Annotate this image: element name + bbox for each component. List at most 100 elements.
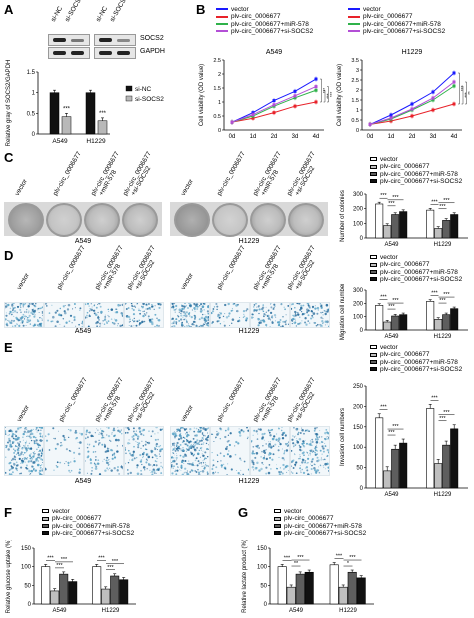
legend-label: plv-circ_0006677 bbox=[380, 351, 430, 359]
significance-label: *** bbox=[336, 554, 343, 560]
stained-cells bbox=[125, 303, 162, 327]
significance-label: * bbox=[347, 561, 350, 567]
significance-label: *** bbox=[297, 555, 304, 561]
legend-swatch bbox=[370, 262, 377, 267]
x-tick-label: A549 bbox=[384, 242, 399, 248]
y-tick-label: 0 bbox=[356, 128, 359, 134]
bar bbox=[375, 203, 384, 239]
micrograph-image bbox=[44, 426, 84, 476]
y-tick-label: 1.5 bbox=[213, 86, 221, 92]
legend-label: plv-circ_0006677 bbox=[380, 163, 430, 171]
micrograph-image bbox=[44, 302, 84, 328]
x-tick-label: 1d bbox=[388, 134, 395, 140]
stained-cells bbox=[211, 427, 249, 475]
legend-label: si-NC bbox=[135, 86, 152, 93]
bar bbox=[442, 444, 451, 489]
chart-b-h1229-viability: H1229 0 0.5 1 1.5 2 2.5 3 3.5 0d 1d 2d 3d 4d Cell viab… bbox=[337, 49, 472, 140]
y-tick-label: 2.5 bbox=[213, 58, 221, 64]
micrograph-image bbox=[250, 302, 290, 328]
bar bbox=[450, 428, 459, 489]
legend-entry: plv-circ_0006677 bbox=[370, 351, 462, 358]
y-tick-label: 200 bbox=[353, 404, 364, 410]
bar bbox=[49, 92, 60, 135]
chart-f-glucose: 0 50 100 150 Relative glucose uptake (%) A549… bbox=[6, 540, 136, 614]
legend-swatch bbox=[274, 531, 281, 536]
x-tick-label: H1229 bbox=[86, 138, 106, 145]
bar bbox=[85, 92, 96, 135]
micrograph-image bbox=[124, 302, 164, 328]
significance-label: *** bbox=[431, 199, 438, 205]
x-tick-label: A549 bbox=[384, 334, 399, 340]
legend-entry: plv-circ_0006677+si-SOCS2 bbox=[216, 28, 313, 35]
x-tick-label: 1d bbox=[250, 134, 257, 140]
y-axis-label: Migration cell numbers bbox=[340, 284, 346, 340]
legend-label: plv-circ_0006677+miR-578 bbox=[380, 358, 458, 366]
significance-label: *** bbox=[388, 430, 395, 436]
y-tick-label: 3 bbox=[356, 68, 359, 74]
significance-label: *** bbox=[380, 405, 387, 411]
bar bbox=[286, 586, 296, 605]
legend-swatch bbox=[370, 269, 377, 274]
legend-entry: plv-circ_0006677+miR-578 bbox=[370, 269, 462, 276]
legend-entry: plv-circ_0006677+si-SOCS2 bbox=[370, 178, 462, 185]
y-tick-label: 0 bbox=[360, 236, 364, 242]
legend-e: vector plv-circ_0006677 plv-circ_0006677+m… bbox=[370, 344, 462, 373]
bar bbox=[295, 573, 305, 605]
significance-label: *** bbox=[107, 565, 114, 571]
legend-entry: vector bbox=[370, 254, 462, 261]
bar bbox=[399, 211, 408, 239]
chart-title: A549 bbox=[266, 49, 282, 56]
significance-label: *** bbox=[439, 416, 446, 422]
micrograph-image bbox=[170, 426, 210, 476]
stained-cells bbox=[5, 427, 43, 475]
bar bbox=[119, 579, 129, 605]
significance-label: *** bbox=[349, 555, 356, 561]
y-tick-label: 0 bbox=[264, 602, 268, 608]
significance-label: *** bbox=[443, 410, 450, 416]
panel-label-g: G bbox=[238, 505, 249, 520]
significance-label: *** bbox=[284, 555, 291, 561]
y-tick-label: 1 bbox=[32, 91, 36, 97]
blot-strip-socs2-a549 bbox=[48, 34, 90, 46]
y-tick-label: 50 bbox=[24, 583, 31, 589]
lane-label: vector bbox=[179, 178, 195, 197]
legend-entry: plv-circ_0006677+si-SOCS2 bbox=[370, 366, 462, 373]
y-tick-label: 2 bbox=[356, 88, 359, 94]
legend-entry: plv-circ_0006677+si-SOCS2 bbox=[42, 530, 134, 537]
x-tick-label: H1229 bbox=[434, 492, 452, 498]
x-tick-label: 2d bbox=[409, 134, 416, 140]
significance-label: *** bbox=[392, 424, 399, 430]
legend-swatch bbox=[274, 523, 281, 528]
bar bbox=[61, 116, 72, 135]
y-tick-label: 0 bbox=[218, 128, 221, 134]
y-tick-label: 150 bbox=[353, 425, 364, 431]
legend-swatch bbox=[42, 509, 49, 514]
significance-label: *** bbox=[47, 555, 54, 561]
significance-label: *** bbox=[380, 295, 387, 301]
bar bbox=[304, 571, 314, 605]
y-tick-label: 1.5 bbox=[27, 70, 36, 76]
stained-cells bbox=[85, 427, 123, 475]
bar bbox=[426, 301, 435, 331]
significance-bracket bbox=[461, 85, 464, 105]
invasion-images-panel: vector plv-circ_0006677 plv-circ_0006677… bbox=[0, 340, 334, 500]
y-axis-label: Relative glucose uptake (%) bbox=[6, 540, 12, 613]
y-tick-label: 50 bbox=[356, 466, 363, 472]
blot-lane-label: si-SOCS2 bbox=[63, 0, 85, 23]
y-tick-label: 0 bbox=[28, 602, 32, 608]
y-tick-label: 150 bbox=[257, 546, 268, 552]
legend-label: vector bbox=[380, 156, 398, 163]
legend-entry: plv-circ_0006677+si-SOCS2 bbox=[370, 276, 462, 283]
lane-label: plv-circ_0006677 bbox=[51, 150, 83, 197]
micrograph-image bbox=[4, 426, 44, 476]
y-tick-label: 2 bbox=[218, 72, 221, 78]
legend-line bbox=[216, 15, 228, 18]
x-tick-label: 2d bbox=[271, 134, 278, 140]
y-axis-label: Number of colonies bbox=[340, 190, 346, 242]
stained-cells bbox=[5, 303, 43, 327]
micrograph-image bbox=[210, 302, 250, 328]
blot-lane-label: si-NC bbox=[94, 5, 110, 23]
y-tick-label: 100 bbox=[353, 445, 364, 451]
bar bbox=[50, 590, 60, 605]
legend-label: plv-circ_0006677 bbox=[52, 515, 102, 523]
